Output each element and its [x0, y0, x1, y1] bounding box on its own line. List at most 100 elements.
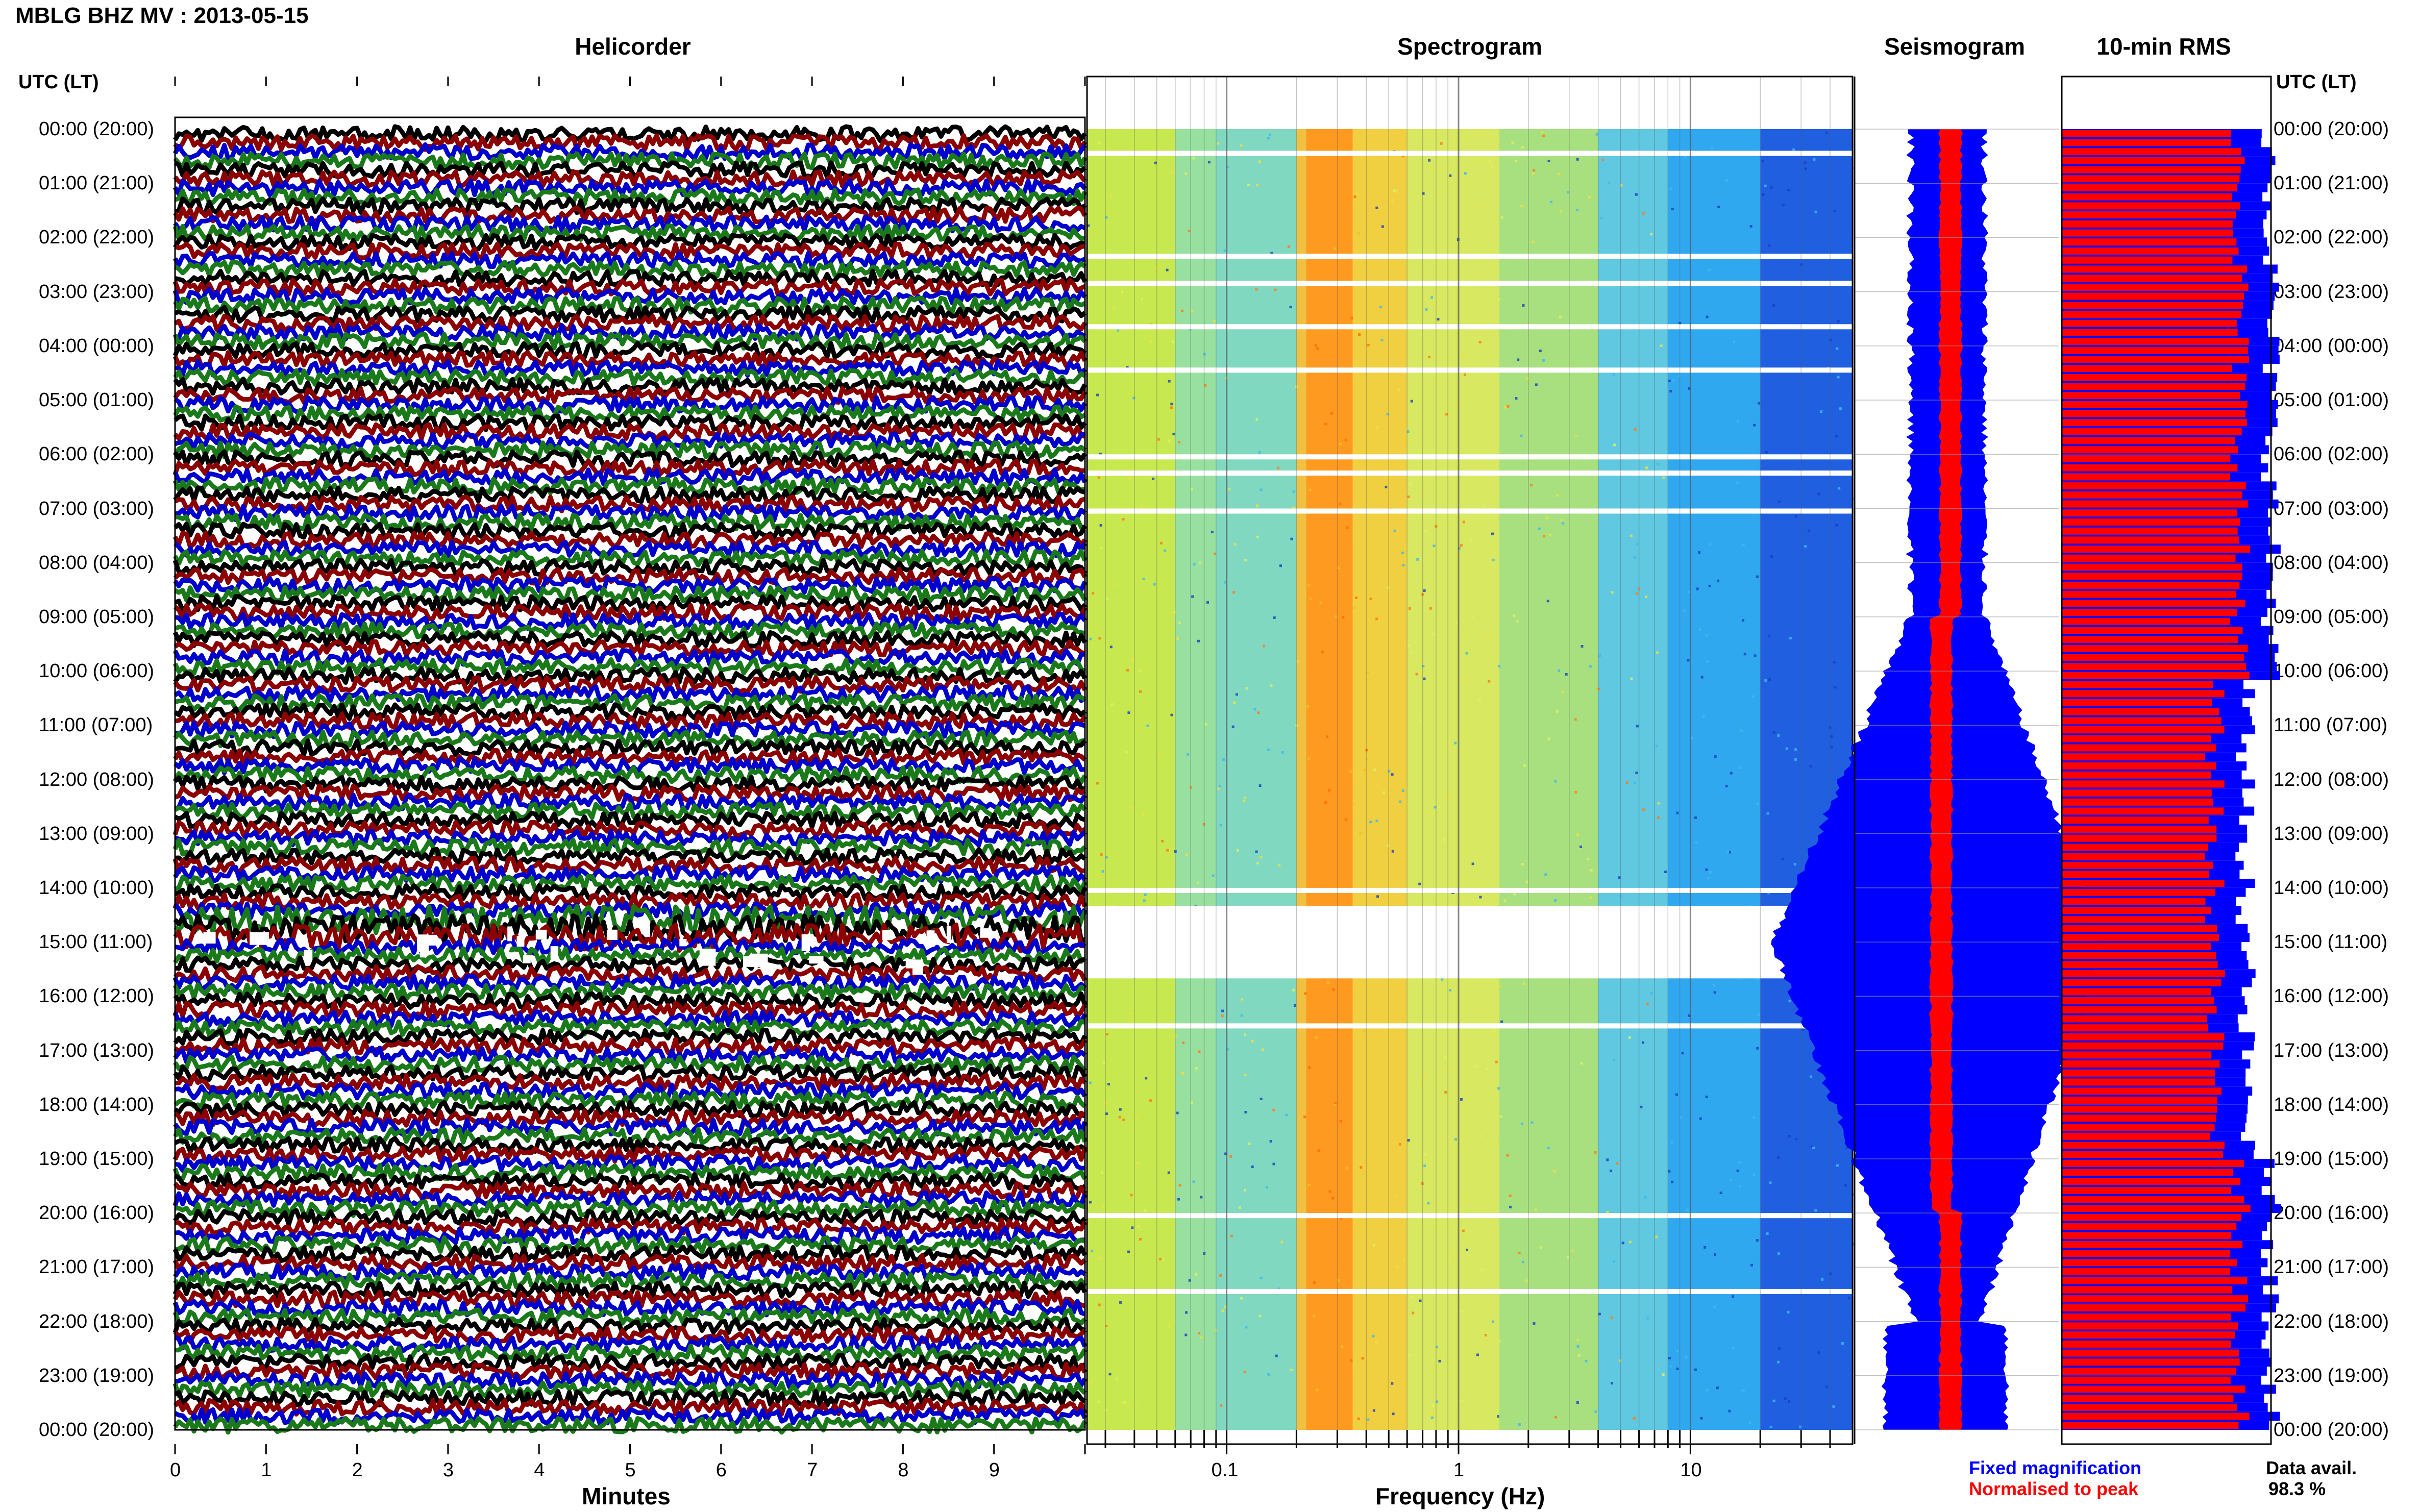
time-label-right: 20:00 (16:00)	[2274, 1202, 2389, 1224]
spectrogram-speckle	[1381, 225, 1384, 228]
spectrogram-speckle	[1232, 591, 1236, 594]
spectrogram-speckle	[1409, 482, 1412, 485]
spectrogram-speckle	[1415, 673, 1418, 676]
time-label-left: 02:00 (22:00)	[39, 227, 155, 249]
spectrogram-speckle	[1630, 677, 1633, 680]
helicorder-data-gap	[980, 928, 989, 938]
spectrogram-speckle	[1681, 1052, 1684, 1055]
spectrogram-speckle	[1751, 695, 1755, 698]
rms-normalised-bar	[2062, 852, 2205, 860]
spectrogram-speckle	[1304, 992, 1307, 995]
spectrogram-speckle	[1367, 343, 1370, 346]
spectrogram-speckle	[1576, 1345, 1579, 1348]
data-availability-label: Data avail.	[2266, 1457, 2357, 1478]
spectrogram-speckle	[1182, 1042, 1184, 1044]
rms-normalised-bar	[2062, 428, 2242, 436]
helicorder-trace	[175, 1217, 1087, 1236]
rms-normalised-bar	[2062, 690, 2225, 698]
spectrogram-speckle	[1423, 1164, 1426, 1168]
spectrogram-band	[1407, 129, 1499, 1430]
helicorder-trace	[173, 566, 1087, 586]
spectrogram-speckle	[1128, 477, 1131, 480]
time-label-left: 08:00 (04:00)	[39, 552, 155, 574]
spectrogram-speckle	[1224, 1152, 1227, 1155]
rms-normalised-bar	[2062, 482, 2246, 490]
spectrogram-speckle	[1292, 988, 1295, 992]
spectrogram-speckle	[1820, 410, 1823, 413]
helicorder-data-gap	[516, 936, 525, 947]
spectrogram-speckle	[1393, 529, 1396, 532]
spectrogram-speckle	[1184, 172, 1188, 175]
spectrogram-speckle	[1500, 1020, 1503, 1023]
spectrogram-speckle	[1344, 438, 1347, 441]
spectrogram-speckle	[1756, 1239, 1759, 1242]
spectrogram-speckle	[1267, 749, 1270, 751]
time-label-left: 23:00 (19:00)	[39, 1365, 155, 1386]
time-label-right: 09:00 (05:00)	[2274, 606, 2389, 628]
spectrogram-speckle	[1438, 1359, 1441, 1362]
spectrogram-speckle	[1376, 895, 1379, 898]
rms-normalised-bar	[2062, 1205, 2251, 1212]
spectrogram-speckle	[1226, 1048, 1229, 1051]
spectrogram-speckle	[1353, 195, 1356, 199]
spectrogram-speckle	[1099, 547, 1102, 550]
spectrogram-speckle	[1160, 541, 1163, 544]
helicorder-trace	[173, 368, 1087, 387]
spectrogram-speckle	[1406, 242, 1409, 245]
spectrogram-speckle	[1646, 1317, 1649, 1320]
helicorder-trace	[173, 151, 1088, 170]
spectrogram-speckle	[1547, 737, 1550, 740]
spectrogram-speckle	[1408, 1354, 1411, 1357]
time-label-right: 00:00 (20:00)	[2274, 118, 2389, 140]
spectrogram-speckle	[1308, 1066, 1311, 1069]
spectrogram-speckle	[1608, 181, 1611, 184]
spectrogram-speckle	[1231, 725, 1235, 728]
spectrogram-speckle	[1280, 1241, 1283, 1244]
spectrogram-speckle	[1787, 1311, 1790, 1313]
spectrogram-speckle	[1513, 614, 1516, 617]
rms-normalised-bar	[2062, 581, 2240, 589]
spectrogram-speckle	[1091, 1249, 1094, 1252]
spectrogram-speckle	[1741, 619, 1744, 622]
spectrogram-speckle	[1810, 1145, 1813, 1148]
spectrogram-speckle	[1188, 1279, 1191, 1282]
spectrogram-speckle	[1240, 1297, 1243, 1300]
spectrogram-speckle	[1118, 1116, 1121, 1119]
rms-normalised-bar	[2062, 1096, 2217, 1104]
rms-normalised-bar	[2062, 1051, 2212, 1059]
rms-normalised-bar	[2062, 419, 2247, 427]
spectrogram-speckle	[1337, 1279, 1340, 1282]
spectrogram-speckle	[1243, 797, 1246, 800]
rms-normalised-bar	[2062, 265, 2247, 273]
spectrogram-speckle	[1255, 850, 1258, 853]
rms-normalised-bar	[2062, 1151, 2223, 1158]
helicorder-trace	[173, 422, 1087, 441]
spectrogram-speckle	[1436, 1400, 1439, 1403]
spectrogram-speckle	[1717, 579, 1720, 582]
spectrogram-speckle	[1353, 606, 1356, 609]
spectrogram-speckle	[1127, 711, 1130, 714]
helicorder-trace	[172, 531, 1087, 550]
spectrogram-speckle	[1619, 1359, 1622, 1362]
spectrogram-speckle	[1142, 578, 1145, 580]
rms-normalised-bar	[2062, 627, 2243, 634]
spectrogram-speckle	[1830, 735, 1833, 738]
rms-normalised-bar	[2062, 925, 2217, 932]
spectrogram-speckle	[1245, 1326, 1248, 1329]
spectrogram-speckle	[1699, 1117, 1702, 1120]
spectrogram-speckle	[1521, 146, 1524, 149]
spectrogram-speckle	[1395, 1195, 1398, 1198]
spectrogram-speckle	[1170, 713, 1173, 716]
spectrogram-speckle	[1098, 141, 1101, 144]
spectrogram-speckle	[1200, 1336, 1203, 1339]
helicorder-trace	[173, 1416, 1088, 1435]
spectrogram-speckle	[1314, 344, 1317, 347]
spectrogram-speckle	[1399, 800, 1402, 803]
spectrogram-speckle	[1207, 161, 1211, 164]
rms-normalised-bar	[2062, 401, 2248, 408]
spectrogram-speckle	[1762, 193, 1765, 196]
spectrogram-speckle	[1437, 318, 1440, 321]
spectrogram-speckle	[1449, 174, 1452, 177]
data-availability-value: 98.3 %	[2268, 1478, 2326, 1499]
spectrogram-speckle	[1334, 247, 1337, 250]
